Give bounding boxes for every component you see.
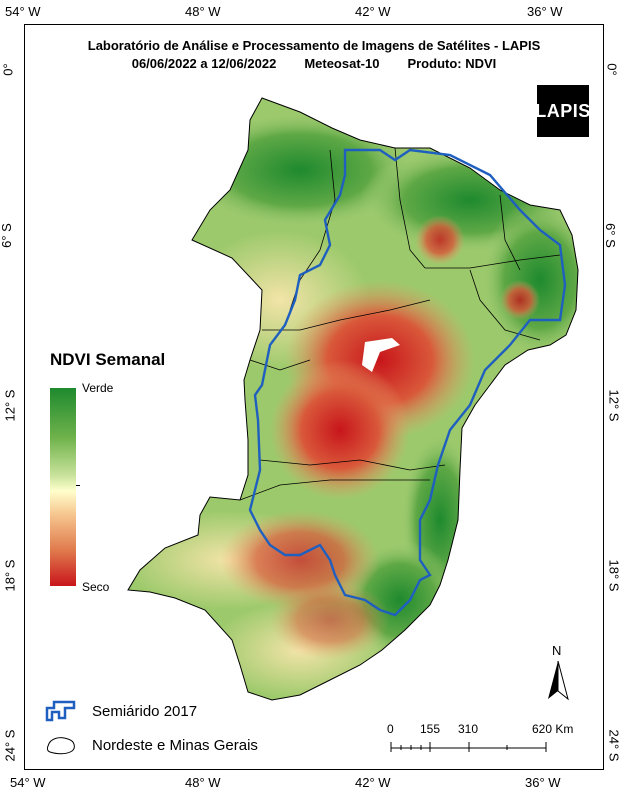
- legend-semiarid-row: Semiárido 2017: [44, 698, 197, 724]
- state-boundaries: [239, 147, 561, 501]
- lapis-logo: LAPIS: [535, 85, 590, 137]
- scale-label-310: 310: [458, 722, 479, 736]
- lon-tick-top-2: 48° W: [185, 4, 221, 19]
- lon-tick-bottom-3: 42° W: [355, 775, 391, 790]
- legend-title: NDVI Semanal: [50, 350, 166, 369]
- ndvi-raster: [128, 98, 578, 700]
- north-arrow-icon: N: [548, 643, 569, 701]
- semiarid-swatch-icon: [45, 700, 76, 722]
- lon-tick-top-3: 42° W: [355, 4, 391, 19]
- region-outline: [127, 97, 579, 701]
- lon-tick-top-1: 54° W: [5, 4, 41, 19]
- legend-high-label: Verde: [82, 381, 114, 395]
- region-label: Nordeste e Minas Gerais: [92, 736, 258, 754]
- lon-tick-top-4: 36° W: [527, 4, 563, 19]
- map-title: Laboratório de Análise e Processamento d…: [87, 38, 541, 53]
- lon-tick-bottom-2: 48° W: [185, 775, 221, 790]
- scale-label-0: 0: [387, 722, 394, 736]
- scale-label-620: 620 Km: [532, 722, 574, 736]
- region-swatch-icon: [46, 737, 75, 755]
- semiarid-label: Semiárido 2017: [92, 702, 198, 720]
- lon-tick-bottom-4: 36° W: [525, 775, 561, 790]
- legend-region-row: Nordeste e Minas Gerais: [44, 732, 258, 758]
- semiarid-outline: [248, 148, 567, 617]
- north-arrow: N: [544, 643, 572, 708]
- scale-label-155: 155: [420, 722, 441, 736]
- satellite-label: Meteosat-10: [304, 56, 380, 71]
- ndvi-color-ramp: [50, 388, 76, 586]
- lon-tick-bottom-1: 54° W: [10, 775, 46, 790]
- legend-mid-tick: [76, 485, 80, 486]
- scalebar-graphic: [390, 742, 547, 752]
- map-subtitle: 06/06/2022 a 12/06/2022 Meteosat-10 Prod…: [24, 56, 604, 71]
- scalebar: 0 155 310 620 Km: [386, 722, 586, 758]
- product-label: Produto: NDVI: [407, 56, 497, 71]
- legend-low-label: Seco: [82, 580, 110, 594]
- period-label: 06/06/2022 a 12/06/2022: [131, 56, 277, 71]
- north-label: N: [552, 643, 561, 658]
